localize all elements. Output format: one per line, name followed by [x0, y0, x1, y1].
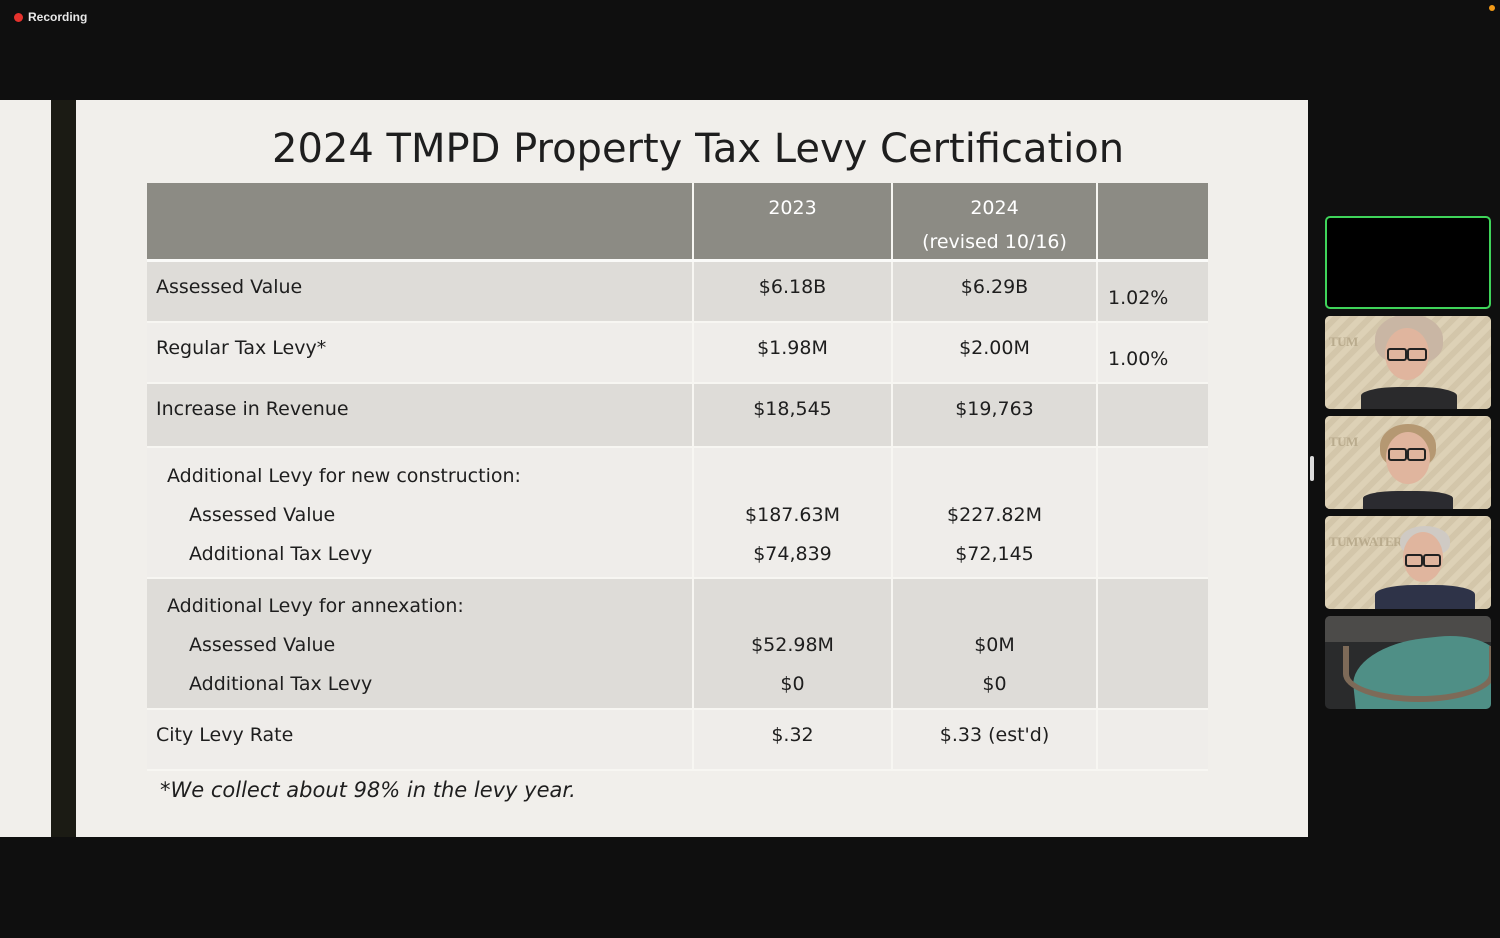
table-row: City Levy Rate $.32 $.33 (est'd) [147, 708, 1208, 770]
header-change-cell [1097, 183, 1208, 262]
table-header-row: 2023 2024 (revised 10/16) [147, 183, 1208, 262]
shared-screen-slide: 2024 TMPD Property Tax Levy Certificatio… [76, 100, 1308, 837]
slide-accent-bar [51, 100, 76, 837]
regular-levy-change: 1.00% [1108, 347, 1169, 370]
participant-tile[interactable]: TUM [1325, 316, 1491, 409]
recording-dot-icon [14, 12, 23, 22]
participant-tile-room[interactable] [1325, 616, 1491, 709]
table-row: Assessed Value $6.18B $6.29B 1.02% [147, 260, 1208, 322]
slide-footnote: *We collect about 98% in the levy year. [160, 778, 576, 802]
assessed-value-change: 1.02% [1108, 287, 1169, 309]
levy-table: 2023 2024 (revised 10/16) Assessed Value… [147, 183, 1208, 771]
table-row-annexation: Additional Levy for annexation: Assessed… [147, 577, 1208, 709]
table-row: Regular Tax Levy* $1.98M $2.00M 1.00% [147, 321, 1208, 383]
participant-tile-active[interactable] [1325, 216, 1491, 309]
panel-resize-handle[interactable] [1310, 456, 1314, 481]
status-dot-icon [1489, 5, 1495, 11]
slide-title: 2024 TMPD Property Tax Levy Certificatio… [272, 126, 1125, 172]
header-label-cell [147, 183, 694, 262]
participant-tile[interactable]: TUMWATER [1325, 516, 1491, 609]
recording-indicator: Recording [14, 10, 87, 24]
table-row-new-construction: Additional Levy for new construction: As… [147, 446, 1208, 578]
recording-label: Recording [28, 10, 88, 24]
table-row: Increase in Revenue $18,545 $19,763 [147, 382, 1208, 447]
header-2024: 2024 (revised 10/16) [892, 183, 1098, 262]
header-2023: 2023 [693, 183, 893, 262]
participant-tile[interactable]: TUM [1325, 416, 1491, 509]
slide-left-margin [0, 100, 51, 837]
